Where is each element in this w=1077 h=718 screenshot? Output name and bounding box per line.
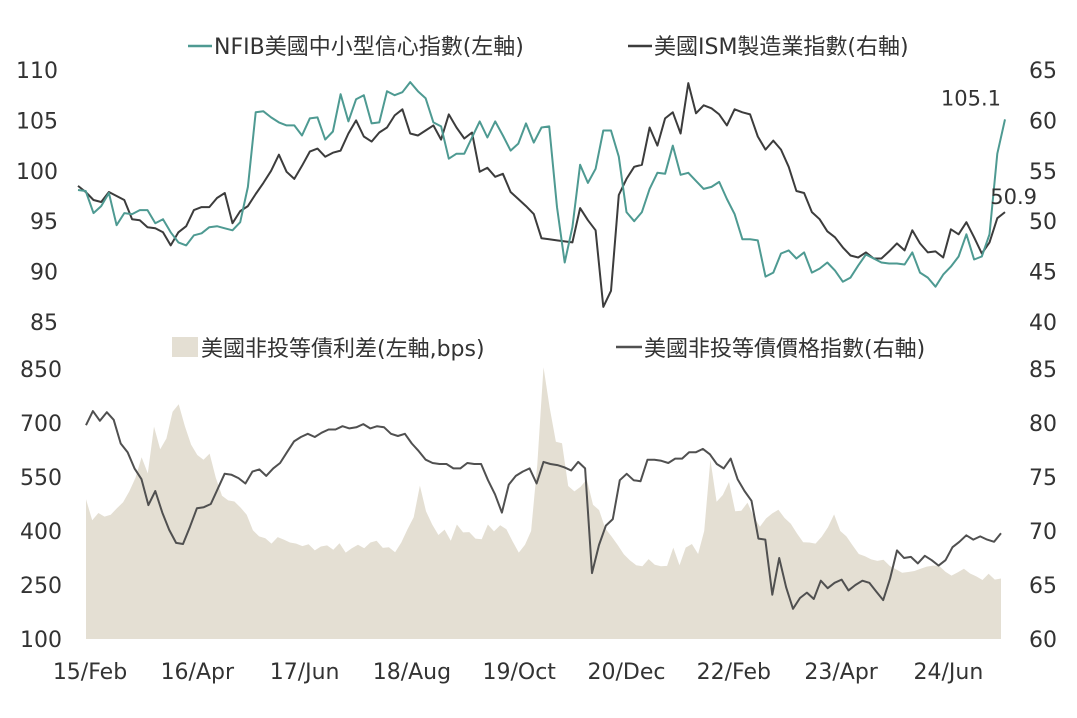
top-right-axis-ticks: 65 60 55 50 45 40 bbox=[1029, 59, 1057, 336]
bottom-series-lines bbox=[85, 410, 1002, 610]
top-left-tick-0: 110 bbox=[16, 59, 58, 84]
top-legend: NFIB美國中小型信心指數(左軸) 美國ISM製造業指數(右軸) bbox=[188, 35, 909, 60]
top-left-tick-3: 95 bbox=[30, 210, 58, 235]
bottom-left-tick-4: 250 bbox=[20, 574, 62, 599]
x-tick-2: 17/Jun bbox=[270, 660, 340, 685]
bottom-left-tick-3: 400 bbox=[20, 520, 62, 545]
bottom-legend: 美國非投等債利差(左軸,bps) 美國非投等債價格指數(右軸) bbox=[172, 337, 925, 362]
x-tick-6: 22/Feb bbox=[697, 660, 771, 685]
top-series-lines bbox=[77, 81, 1006, 308]
legend-label-spread: 美國非投等債利差(左軸,bps) bbox=[201, 337, 485, 362]
top-right-tick-4: 45 bbox=[1029, 261, 1057, 286]
price-index-line bbox=[85, 410, 1002, 610]
top-panel-nfib-ism: NFIB美國中小型信心指數(左軸) 美國ISM製造業指數(右軸) 1101051… bbox=[16, 35, 1057, 336]
x-axis: 15/Feb 16/Apr 17/Jun 18/Aug 19/Oct 20/Dec 22/F… bbox=[53, 660, 983, 685]
ism-last-value-label: 50.9 bbox=[990, 185, 1037, 209]
x-tick-3: 18/Aug bbox=[373, 660, 451, 685]
legend-label-ism: 美國ISM製造業指數(右軸) bbox=[654, 35, 909, 60]
bottom-panel-hy-spread: 美國非投等債利差(左軸,bps) 美國非投等債價格指數(右軸) 850 700 55… bbox=[20, 337, 1057, 653]
bottom-right-tick-4: 65 bbox=[1029, 574, 1057, 599]
bottom-right-tick-3: 70 bbox=[1029, 520, 1057, 545]
bottom-right-tick-1: 80 bbox=[1029, 412, 1057, 437]
top-right-tick-1: 60 bbox=[1029, 109, 1057, 134]
bottom-left-tick-5: 100 bbox=[20, 628, 62, 653]
top-right-tick-3: 50 bbox=[1029, 210, 1057, 235]
legend-label-price: 美國非投等債價格指數(右軸) bbox=[644, 337, 925, 362]
bottom-left-tick-2: 550 bbox=[20, 466, 62, 491]
top-right-tick-0: 65 bbox=[1029, 59, 1057, 84]
top-left-tick-4: 90 bbox=[30, 261, 58, 286]
top-left-tick-2: 100 bbox=[16, 160, 58, 185]
top-left-axis-ticks: 110 105 100 95 90 85 bbox=[16, 59, 58, 336]
x-tick-0: 15/Feb bbox=[53, 660, 127, 685]
x-tick-8: 24/Jun bbox=[914, 660, 984, 685]
legend-swatch-spread bbox=[172, 337, 198, 357]
nfib-line bbox=[77, 81, 1006, 288]
top-right-tick-2: 55 bbox=[1029, 160, 1057, 185]
bottom-left-tick-0: 850 bbox=[20, 358, 62, 383]
top-left-tick-5: 85 bbox=[30, 311, 58, 336]
bottom-left-axis-ticks: 850 700 550 400 250 100 bbox=[20, 358, 62, 653]
top-data-labels: 105.1 50.9 bbox=[941, 86, 1037, 209]
x-tick-1: 16/Apr bbox=[161, 660, 235, 685]
top-left-tick-1: 105 bbox=[16, 109, 58, 134]
nfib-last-value-label: 105.1 bbox=[941, 86, 1001, 110]
bottom-spread-area bbox=[86, 367, 1001, 639]
legend-label-nfib: NFIB美國中小型信心指數(左軸) bbox=[214, 35, 524, 60]
spread-area bbox=[86, 367, 1001, 639]
bottom-right-tick-5: 60 bbox=[1029, 628, 1057, 653]
bottom-right-tick-2: 75 bbox=[1029, 466, 1057, 491]
top-right-tick-5: 40 bbox=[1029, 311, 1057, 336]
bottom-left-tick-1: 700 bbox=[20, 412, 62, 437]
x-tick-5: 20/Dec bbox=[588, 660, 666, 685]
bottom-right-tick-0: 85 bbox=[1029, 358, 1057, 383]
bottom-right-axis-ticks: 85 80 75 70 65 60 bbox=[1029, 358, 1057, 653]
x-tick-4: 19/Oct bbox=[482, 660, 556, 685]
ism-line bbox=[77, 82, 1006, 308]
x-tick-7: 23/Apr bbox=[804, 660, 878, 685]
